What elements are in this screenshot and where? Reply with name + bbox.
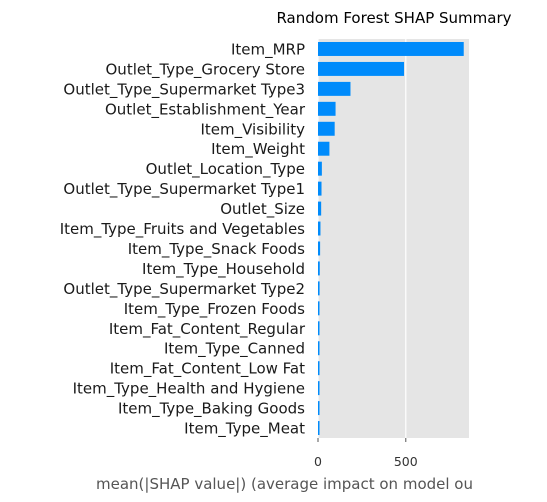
plot-background [318,39,469,438]
feature-label: Outlet_Type_Supermarket Type1 [63,180,305,199]
feature-label: Item_Type_Fruits and Vegetables [60,220,305,239]
bar [318,181,322,196]
feature-label: Item_MRP [231,40,305,59]
feature-label: Item_Type_Household [142,260,305,279]
feature-label: Item_Weight [211,140,305,159]
feature-label: Outlet_Type_Supermarket Type2 [63,280,305,299]
chart-title: Random Forest SHAP Summary [276,9,511,27]
x-axis-label: mean(|SHAP value|) (average impact on mo… [96,475,473,493]
feature-label: Item_Type_Baking Goods [118,400,305,419]
feature-label: Item_Type_Canned [164,340,305,359]
feature-label: Item_Fat_Content_Low Fat [110,360,305,379]
bar [318,381,320,396]
bar [318,101,336,116]
bar [318,201,322,216]
bar [318,281,320,296]
x-axis-ticks: 0 500 [314,438,418,469]
feature-label: Item_Fat_Content_Regular [109,320,306,339]
bar [318,421,320,436]
feature-label: Item_Visibility [200,120,305,139]
bar [318,61,405,76]
feature-label: Item_Type_Health and Hygiene [73,380,305,399]
feature-label: Outlet_Establishment_Year [105,100,306,119]
bar [318,401,320,416]
x-tick-label: 500 [394,454,418,469]
bar [318,161,322,176]
bar [318,141,330,156]
bar [318,241,321,256]
feature-label: Outlet_Type_Grocery Store [106,60,306,79]
bar [318,121,335,136]
bar [318,341,320,356]
bar [318,361,320,376]
feature-label: Outlet_Size [220,200,305,219]
x-tick-label: 0 [314,454,322,469]
bar [318,81,351,96]
feature-label: Outlet_Location_Type [146,160,305,179]
bar [318,41,464,56]
bar [318,221,321,236]
feature-label: Outlet_Type_Supermarket Type3 [63,80,305,99]
bar [318,301,320,316]
feature-label: Item_Type_Meat [184,420,305,439]
feature-label: Item_Type_Snack Foods [128,240,305,259]
bar [318,261,320,276]
feature-label: Item_Type_Frozen Foods [124,300,305,319]
bar [318,321,320,336]
bar-series [318,41,464,436]
